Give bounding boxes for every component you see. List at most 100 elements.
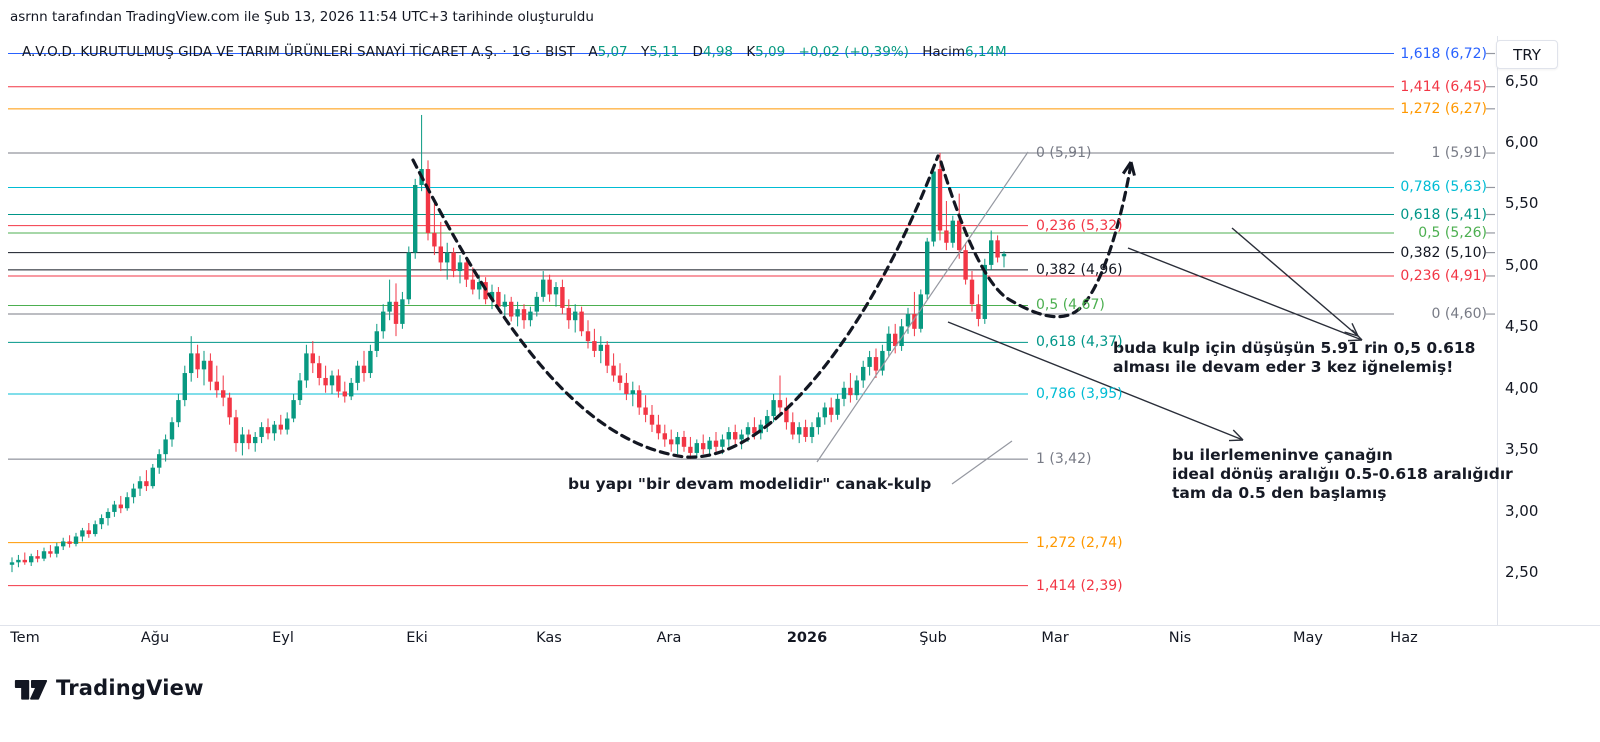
candle-body	[73, 536, 79, 544]
candle-body	[771, 400, 776, 417]
candle-body	[393, 301, 399, 324]
candle-body	[477, 282, 482, 290]
candle-body	[253, 436, 258, 444]
candle-body	[617, 375, 623, 383]
candle-body	[829, 407, 834, 415]
candle-body	[9, 562, 15, 565]
candle-body	[528, 311, 533, 321]
candle-body	[649, 414, 655, 425]
candle-body	[694, 443, 699, 453]
arrow-head	[1129, 161, 1136, 176]
arrow-head	[1344, 331, 1359, 337]
candle-body	[758, 424, 763, 434]
annotation-arrow[interactable]	[1127, 247, 1363, 341]
annotation-handle-note-line2: alması ile devam eder 3 kez iğnelemiş!	[1113, 358, 1454, 376]
candle-body	[963, 250, 968, 280]
candle-body	[925, 241, 930, 295]
candle-body	[118, 504, 123, 509]
candle-body	[867, 357, 872, 367]
candle-body	[105, 511, 111, 519]
arrow-head	[1121, 161, 1133, 175]
annotation-handle-note: buda kulp için düşüşün 5.91 rin 0,5 0.61…	[1113, 339, 1475, 377]
annotation-ideal-note-line1: bu ilerlemeninve çanağın	[1172, 446, 1393, 464]
candle-body	[22, 559, 27, 563]
candle-body	[157, 454, 162, 468]
annotation-ideal-note-line3: tam da 0.5 den başlamış	[1172, 484, 1387, 502]
candle-body	[521, 309, 527, 321]
candle-body	[221, 390, 226, 398]
currency-label: TRY	[1513, 45, 1541, 64]
symbol-title: A.V.O.D. KURUTULMUŞ GIDA VE TARIM ÜRÜNLE…	[22, 44, 498, 60]
candle-body	[246, 434, 251, 444]
arrow-head	[1351, 323, 1359, 337]
candle-body	[16, 559, 21, 563]
open-label: A	[588, 44, 598, 60]
candle-body	[995, 240, 1000, 258]
candle-body	[163, 439, 168, 455]
candle-body	[259, 427, 264, 437]
arrow-head	[1232, 429, 1244, 441]
candle-body	[432, 232, 437, 247]
trend-line[interactable]	[951, 440, 1013, 485]
candle-body	[726, 432, 731, 440]
candle-body	[189, 353, 194, 374]
candle-body	[662, 433, 667, 440]
volume-label: Hacim	[922, 44, 965, 60]
candle-body	[745, 427, 751, 435]
tradingview-logo[interactable]: TradingView	[14, 674, 204, 702]
arrow-head	[1347, 339, 1363, 342]
close-value: 5,09	[755, 44, 786, 60]
candle-body	[637, 390, 642, 408]
candle-body	[707, 440, 712, 450]
candle-body	[208, 360, 213, 382]
candle-body	[304, 353, 309, 381]
candle-body	[201, 360, 207, 370]
candle-body	[355, 365, 360, 383]
candle-body	[880, 350, 885, 371]
interval-label: 1G	[511, 44, 531, 60]
candle-body	[125, 497, 130, 509]
candle-body	[611, 365, 616, 376]
annotation-arrow[interactable]	[947, 321, 1244, 441]
candle-body	[182, 373, 187, 401]
candle-body	[534, 296, 539, 312]
candle-body	[560, 287, 565, 308]
exchange-label: BIST	[544, 44, 576, 60]
candle-body	[969, 279, 975, 305]
candle-body	[265, 427, 271, 434]
candle-body	[681, 436, 687, 447]
trend-line[interactable]	[816, 151, 1029, 463]
time-axis-divider[interactable]	[0, 625, 1600, 626]
candle-body	[656, 424, 661, 434]
annotation-arrow[interactable]	[1231, 227, 1359, 337]
handle-curve[interactable]	[939, 160, 1133, 319]
candle-body	[329, 375, 335, 386]
candle-body	[387, 301, 392, 312]
candle-body	[291, 400, 296, 419]
candle-body	[701, 443, 706, 450]
candle-body	[573, 311, 578, 321]
candle-body	[297, 380, 303, 401]
candle-body	[464, 262, 469, 280]
high-label: Y	[640, 44, 650, 60]
candle-body	[48, 551, 53, 554]
price-axis-divider[interactable]	[1497, 36, 1498, 625]
cup-curve[interactable]	[411, 154, 940, 459]
candle-body	[176, 400, 181, 423]
candle-body	[854, 380, 859, 396]
candle-body	[937, 169, 943, 231]
candle-body	[406, 252, 411, 300]
candle-body	[579, 311, 584, 332]
currency-button[interactable]: TRY	[1496, 40, 1558, 69]
candle-body	[630, 390, 635, 394]
candle-body	[886, 333, 891, 351]
candle-body	[835, 398, 840, 415]
candle-body	[982, 264, 987, 319]
candle-body	[720, 439, 725, 447]
high-value: 5,11	[649, 44, 680, 60]
tradingview-logo-text: TradingView	[56, 676, 204, 700]
annotation-ideal-note-line2: ideal dönüş aralığıı 0.5-0.618 aralığıdı…	[1172, 465, 1513, 483]
candle-body	[957, 220, 962, 251]
candle-body	[585, 331, 591, 342]
